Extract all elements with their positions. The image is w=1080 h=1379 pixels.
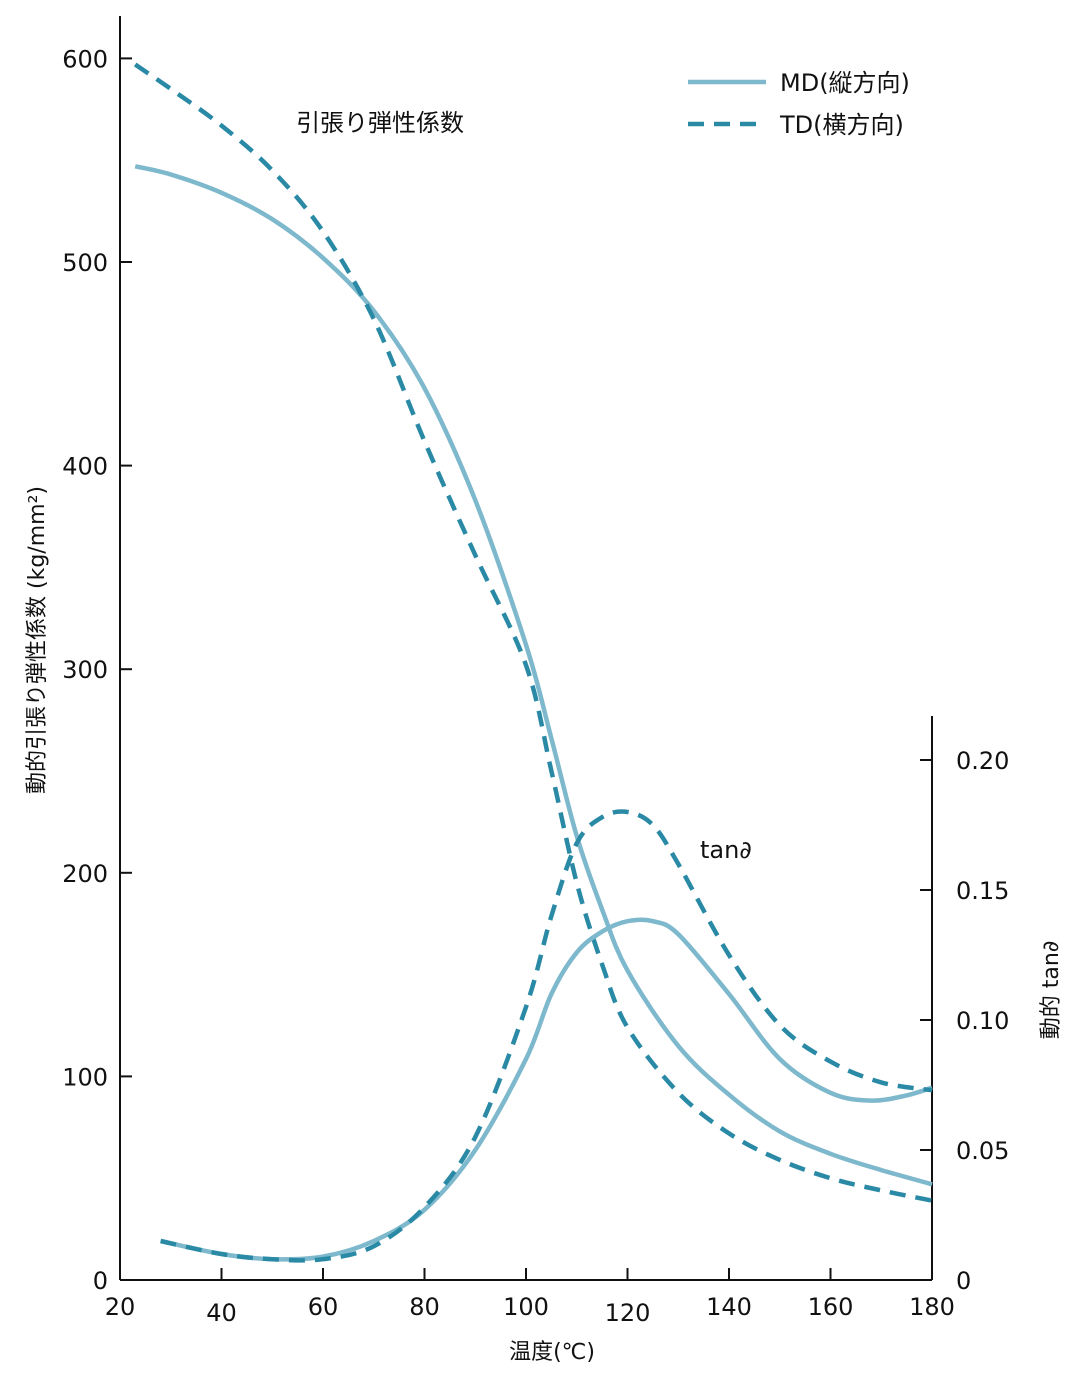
x-tick-label: 40 bbox=[206, 1299, 237, 1327]
x-tick-label: 60 bbox=[308, 1293, 339, 1321]
y-left-tick-label: 300 bbox=[62, 656, 108, 684]
x-tick-label: 20 bbox=[105, 1293, 136, 1321]
legend-md-label: MD(縦方向) bbox=[780, 69, 910, 97]
x-tick-label: 180 bbox=[909, 1293, 955, 1321]
y-right-tick-label: 0.15 bbox=[956, 877, 1009, 905]
y-left-tick-label: 500 bbox=[62, 249, 108, 277]
ticks: 20 40 60 80 100 120 140 160 18001002003004005006… bbox=[62, 45, 1009, 1327]
y-right-tick-label: 0.10 bbox=[956, 1007, 1009, 1035]
x-tick-label: 120 bbox=[605, 1299, 651, 1327]
legend-td-label: TD(横方向) bbox=[779, 111, 904, 139]
y-left-tick-label: 600 bbox=[62, 45, 108, 73]
legend: MD(縦方向) TD(横方向) bbox=[688, 69, 910, 139]
x-tick-label: 80 bbox=[409, 1293, 440, 1321]
series-line-md-modulus bbox=[134, 164, 933, 1187]
y-left-tick-label: 100 bbox=[62, 1063, 108, 1091]
tan-annotation: tan∂ bbox=[700, 836, 752, 864]
series-line-td-modulus bbox=[133, 62, 933, 1203]
y-right-tick-label: 0 bbox=[956, 1267, 971, 1295]
x-tick-label: 100 bbox=[503, 1293, 549, 1321]
y-left-tick-label: 400 bbox=[62, 453, 108, 481]
series-line-td-tan bbox=[160, 809, 933, 1263]
y-left-axis-title: 動的引張り弾性係数 (kg/mm²) bbox=[25, 486, 50, 794]
x-tick-label: 160 bbox=[808, 1293, 854, 1321]
series-layer bbox=[133, 62, 933, 1263]
y-right-tick-label: 0.20 bbox=[956, 747, 1009, 775]
x-tick-label: 140 bbox=[706, 1293, 752, 1321]
y-left-tick-label: 200 bbox=[62, 860, 108, 888]
y-left-tick-label: 0 bbox=[93, 1267, 108, 1295]
modulus-annotation: 引張り弾性係数 bbox=[296, 109, 464, 137]
y-right-tick-label: 0.05 bbox=[956, 1137, 1009, 1165]
y-right-axis-title: 動的 tan∂ bbox=[1039, 941, 1064, 1039]
x-axis-title: 温度(℃) bbox=[509, 1340, 595, 1365]
series-line-md-tan bbox=[160, 917, 933, 1262]
